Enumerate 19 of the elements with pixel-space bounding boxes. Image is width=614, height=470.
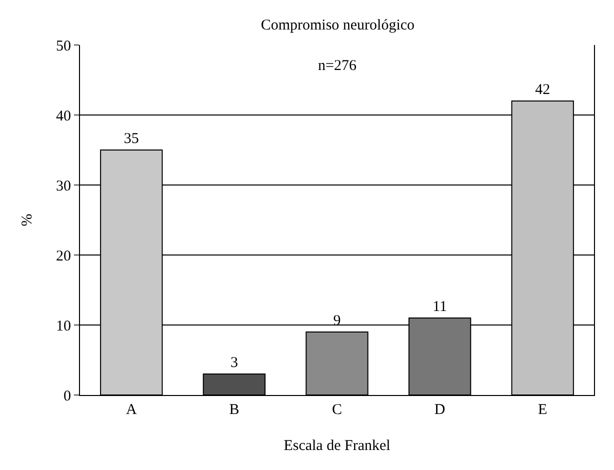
data-label: 11	[432, 299, 448, 315]
data-label: 3	[230, 355, 238, 371]
x-tick-label: A	[126, 402, 137, 418]
x-axis-title: Escala de Frankel	[284, 438, 390, 454]
y-tick-label: 20	[56, 248, 71, 264]
y-axis-title: %	[19, 214, 36, 226]
y-tick-label: 50	[56, 38, 71, 54]
y-tick-label: 0	[64, 388, 71, 404]
x-tick-label: B	[229, 402, 240, 418]
y-tick-label: 10	[56, 318, 71, 334]
data-label: 42	[535, 82, 550, 98]
x-tick-label: E	[538, 402, 548, 418]
x-tick-label: C	[332, 402, 342, 418]
y-tick-label: 30	[56, 178, 71, 194]
y-tick-label: 40	[56, 108, 71, 124]
x-tick-label: D	[434, 402, 446, 418]
data-label: 35	[124, 131, 139, 147]
chart-title: Compromiso neurológico	[260, 17, 415, 34]
annotation: n=276	[318, 58, 357, 74]
